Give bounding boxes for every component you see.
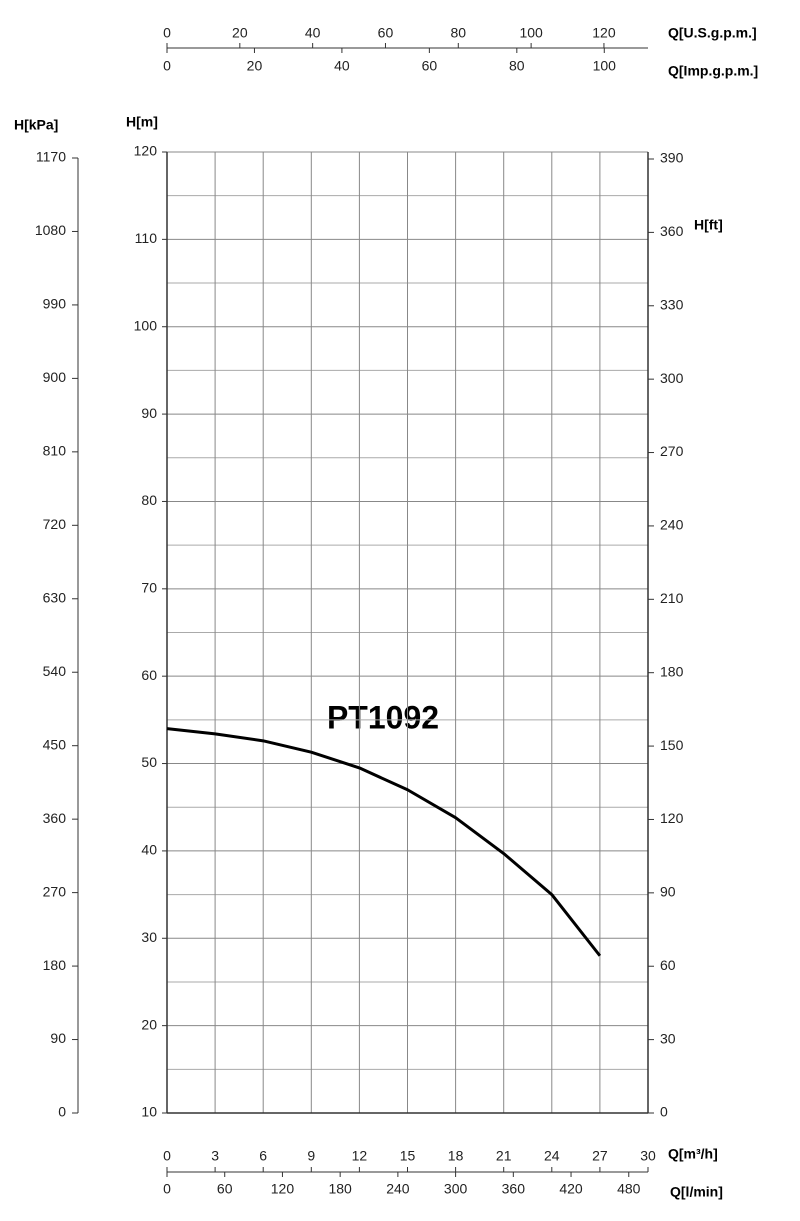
lmin-tick-label: 420 (559, 1181, 583, 1197)
y-tick-label: 70 (141, 580, 157, 596)
x-tick-label: 18 (448, 1148, 464, 1164)
y2-tick-label: 120 (660, 810, 684, 826)
lmin-tick-label: 120 (271, 1181, 295, 1197)
impgpm-tick-label: 40 (334, 58, 350, 74)
usgpm-tick-label: 0 (163, 25, 171, 41)
x-tick-label: 30 (640, 1148, 656, 1164)
y2-tick-label: 0 (660, 1104, 668, 1120)
x-tick-label: 27 (592, 1148, 608, 1164)
x-tick-label: 6 (259, 1148, 267, 1164)
kpa-tick-label: 900 (43, 369, 67, 385)
y-axis-title: H[m] (126, 114, 158, 130)
y-tick-label: 100 (134, 317, 158, 333)
x-tick-label: 15 (400, 1148, 416, 1164)
y-tick-label: 80 (141, 492, 157, 508)
lmin-tick-label: 60 (217, 1181, 233, 1197)
x-tick-label: 21 (496, 1148, 512, 1164)
x-tick-label: 0 (163, 1148, 171, 1164)
kpa-tick-label: 1170 (36, 149, 66, 165)
lmin-tick-label: 360 (502, 1181, 526, 1197)
kpa-tick-label: 540 (43, 663, 67, 679)
y-tick-label: 50 (141, 754, 157, 770)
y2-tick-label: 210 (660, 590, 684, 606)
y2-tick-label: 360 (660, 223, 684, 239)
y2-tick-label: 240 (660, 517, 684, 533)
curve (166, 727, 602, 957)
lmin-axis-title: Q[l/min] (670, 1184, 723, 1200)
x-tick-label: 12 (352, 1148, 368, 1164)
usgpm-tick-label: 60 (378, 25, 394, 41)
lmin-tick-label: 180 (328, 1181, 352, 1197)
impgpm-tick-label: 100 (593, 58, 617, 74)
impgpm-axis-title: Q[Imp.g.p.m.] (668, 63, 758, 79)
y2-tick-label: 180 (660, 663, 684, 679)
y2-tick-label: 390 (660, 150, 684, 166)
impgpm-tick-label: 0 (163, 58, 171, 74)
lmin-tick-label: 240 (386, 1181, 410, 1197)
y-tick-label: 110 (135, 230, 158, 246)
y2-tick-label: 90 (660, 884, 676, 900)
y2-tick-label: 270 (660, 443, 684, 459)
y2-tick-label: 300 (660, 370, 684, 386)
impgpm-tick-label: 80 (509, 58, 525, 74)
usgpm-tick-label: 100 (519, 25, 543, 41)
y-tick-label: 60 (141, 667, 157, 683)
lmin-tick-label: 0 (163, 1181, 171, 1197)
y-tick-label: 40 (141, 842, 157, 858)
kpa-tick-label: 90 (50, 1030, 66, 1046)
kpa-tick-label: 360 (43, 810, 67, 826)
y2-tick-label: 150 (660, 737, 684, 753)
y-tick-label: 120 (134, 143, 158, 159)
kpa-tick-label: 720 (43, 516, 67, 532)
usgpm-tick-label: 120 (592, 25, 616, 41)
kpa-tick-label: 810 (43, 443, 67, 459)
kpa-tick-label: 450 (43, 736, 67, 752)
y-tick-label: 30 (141, 929, 157, 945)
impgpm-tick-label: 20 (247, 58, 263, 74)
curve-label: PT1092 (327, 699, 439, 735)
y-tick-label: 20 (141, 1016, 157, 1032)
kpa-tick-label: 630 (43, 589, 67, 605)
x-tick-label: 3 (211, 1148, 219, 1164)
y2-tick-label: 60 (660, 957, 676, 973)
x-tick-label: 24 (544, 1148, 560, 1164)
kpa-axis-title: H[kPa] (14, 117, 58, 133)
usgpm-tick-label: 40 (305, 25, 321, 41)
y-tick-label: 90 (141, 405, 157, 421)
usgpm-axis-title: Q[U.S.g.p.m.] (668, 25, 757, 41)
y2-tick-label: 30 (660, 1030, 676, 1046)
impgpm-tick-label: 60 (422, 58, 438, 74)
lmin-tick-label: 480 (617, 1181, 641, 1197)
x-tick-label: 9 (307, 1148, 315, 1164)
y2-tick-label: 330 (660, 296, 684, 312)
usgpm-tick-label: 80 (451, 25, 467, 41)
y2-axis-title: H[ft] (694, 217, 723, 233)
usgpm-tick-label: 20 (232, 25, 248, 41)
kpa-tick-label: 0 (58, 1104, 66, 1120)
lmin-tick-label: 300 (444, 1181, 468, 1197)
x-axis-title: Q[m³/h] (668, 1146, 718, 1162)
kpa-tick-label: 990 (43, 296, 67, 312)
kpa-tick-label: 1080 (35, 222, 66, 238)
y-tick-label: 10 (141, 1104, 157, 1120)
kpa-tick-label: 180 (43, 957, 67, 973)
kpa-tick-label: 270 (43, 883, 67, 899)
